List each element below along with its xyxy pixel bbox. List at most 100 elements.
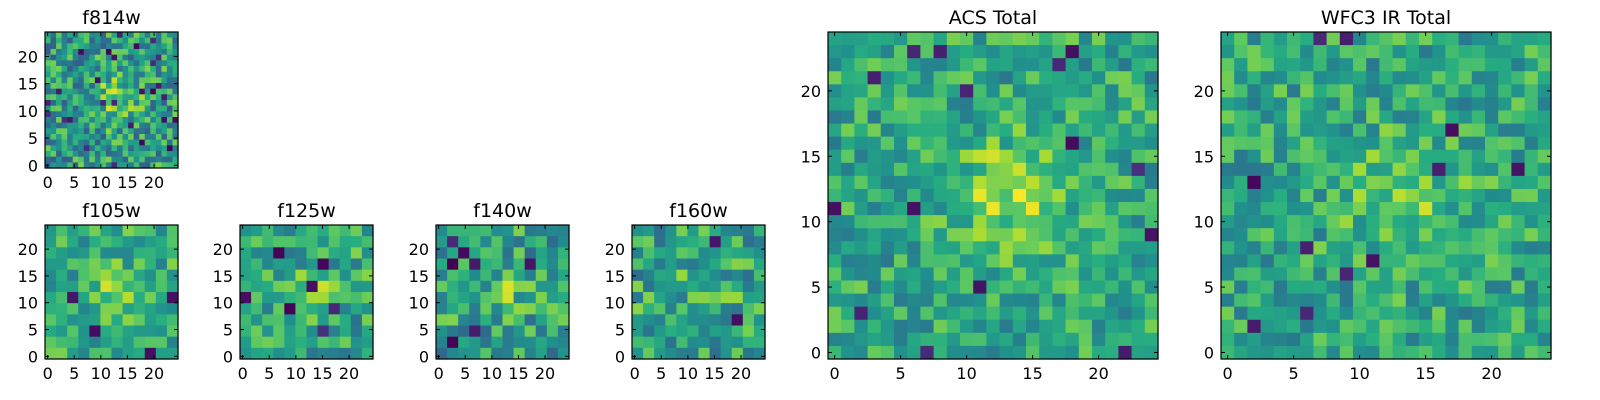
heatmap-cell — [1471, 123, 1486, 138]
heatmap-cell — [1366, 228, 1380, 242]
heatmap-cell — [1485, 71, 1499, 85]
heatmap-cell — [1326, 110, 1341, 125]
heatmap-cell — [999, 45, 1014, 59]
heatmap-cell — [1353, 215, 1367, 229]
heatmap-cell — [960, 32, 974, 46]
heatmap-cell — [144, 325, 157, 338]
heatmap-cell — [1366, 97, 1380, 112]
heatmap-cell — [144, 94, 151, 101]
heatmap-cell — [50, 117, 57, 124]
heatmap-cell — [546, 336, 559, 349]
heatmap-cell — [50, 88, 57, 95]
heatmap-cell — [632, 325, 644, 338]
heatmap-cell — [172, 100, 179, 107]
heatmap-cell — [262, 303, 274, 315]
heatmap-cell — [1445, 45, 1460, 59]
heatmap-cell — [1339, 345, 1354, 360]
heatmap-cell — [535, 347, 548, 360]
heatmap-cell — [1273, 162, 1288, 177]
heatmap-cell — [1366, 293, 1380, 308]
heatmap-cell — [89, 37, 96, 44]
heatmap-cell — [933, 228, 948, 242]
heatmap-cell — [447, 225, 459, 237]
heatmap-cell — [1537, 149, 1552, 164]
heatmap-cell — [643, 280, 655, 293]
heatmap-cell — [1026, 293, 1040, 308]
heatmap-cell — [72, 71, 79, 78]
heatmap-cell — [139, 32, 146, 39]
heatmap-cell — [1287, 319, 1301, 334]
heatmap-cell — [1326, 58, 1341, 72]
heatmap-cell — [144, 105, 151, 112]
heatmap-cell — [1498, 84, 1512, 98]
heatmap-cell — [1485, 123, 1499, 138]
heatmap-cell — [1313, 97, 1328, 112]
heatmap-cell — [166, 83, 174, 90]
heatmap-cell — [1353, 58, 1367, 72]
heatmap-cell — [742, 247, 755, 260]
heatmap-cell — [339, 236, 352, 248]
heatmap-cell — [841, 97, 855, 112]
heatmap-cell — [1419, 175, 1433, 190]
heatmap-cell — [166, 292, 179, 304]
heatmap-cell — [1118, 215, 1133, 229]
heatmap-cell — [361, 303, 374, 315]
heatmap-cell — [78, 145, 85, 152]
heatmap-cell — [880, 319, 895, 334]
heatmap-cell — [1432, 58, 1446, 72]
heatmap-cell — [50, 139, 57, 146]
heatmap-cell — [166, 269, 179, 282]
heatmap-cell — [960, 267, 974, 282]
heatmap-cell — [546, 347, 559, 360]
heatmap-cell — [1078, 267, 1093, 282]
heatmap-cell — [1313, 306, 1328, 321]
heatmap-cell — [1247, 162, 1262, 177]
heatmap-cell — [1078, 71, 1093, 85]
heatmap-cell — [1052, 32, 1067, 46]
heatmap-cell — [350, 336, 363, 349]
heatmap-cell — [1260, 254, 1275, 269]
heatmap-cell — [1524, 332, 1539, 347]
heatmap-cell — [128, 60, 135, 67]
heatmap-cell — [1339, 241, 1354, 255]
heatmap-cell — [907, 228, 921, 242]
heatmap-cell — [117, 49, 124, 56]
heatmap-cell — [1405, 45, 1420, 59]
heatmap-cell — [1065, 110, 1080, 125]
heatmap-cell — [1485, 306, 1499, 321]
heatmap-cell — [1432, 45, 1446, 59]
heatmap-cell — [1131, 97, 1146, 112]
heatmap-cell — [1432, 319, 1446, 334]
heatmap-cell — [973, 280, 987, 295]
heatmap-cell — [665, 236, 677, 248]
heatmap-cell — [1432, 123, 1446, 138]
heatmap-cell — [946, 97, 961, 112]
heatmap-cell — [676, 292, 689, 304]
heatmap-cell — [920, 228, 935, 242]
heatmap-cell — [1511, 149, 1526, 164]
heatmap-cell — [502, 269, 515, 282]
heatmap-cell — [880, 45, 895, 59]
heatmap-cell — [524, 336, 537, 349]
heatmap-cell — [100, 105, 107, 112]
heatmap-cell — [273, 336, 285, 349]
heatmap-cell — [61, 105, 68, 112]
heatmap-cell — [172, 88, 179, 95]
heatmap-cell — [1144, 345, 1159, 360]
heatmap-cell — [867, 306, 882, 321]
heatmap-cell — [1065, 71, 1080, 85]
heatmap-cell — [907, 319, 921, 334]
heatmap-cell — [1392, 97, 1407, 112]
heatmap-cell — [458, 347, 470, 360]
heatmap-cell — [1039, 293, 1053, 308]
heatmap-cell — [172, 156, 179, 163]
x-tick-label: 15 — [117, 364, 137, 383]
x-tick-label: 0 — [630, 364, 640, 383]
heatmap-cell — [1118, 123, 1133, 138]
heatmap-cell — [1247, 241, 1262, 255]
heatmap-cell — [1353, 241, 1367, 255]
heatmap-cell — [1260, 306, 1275, 321]
heatmap-cell — [880, 267, 895, 282]
heatmap-cell — [50, 54, 57, 61]
heatmap-cell — [1247, 58, 1262, 72]
